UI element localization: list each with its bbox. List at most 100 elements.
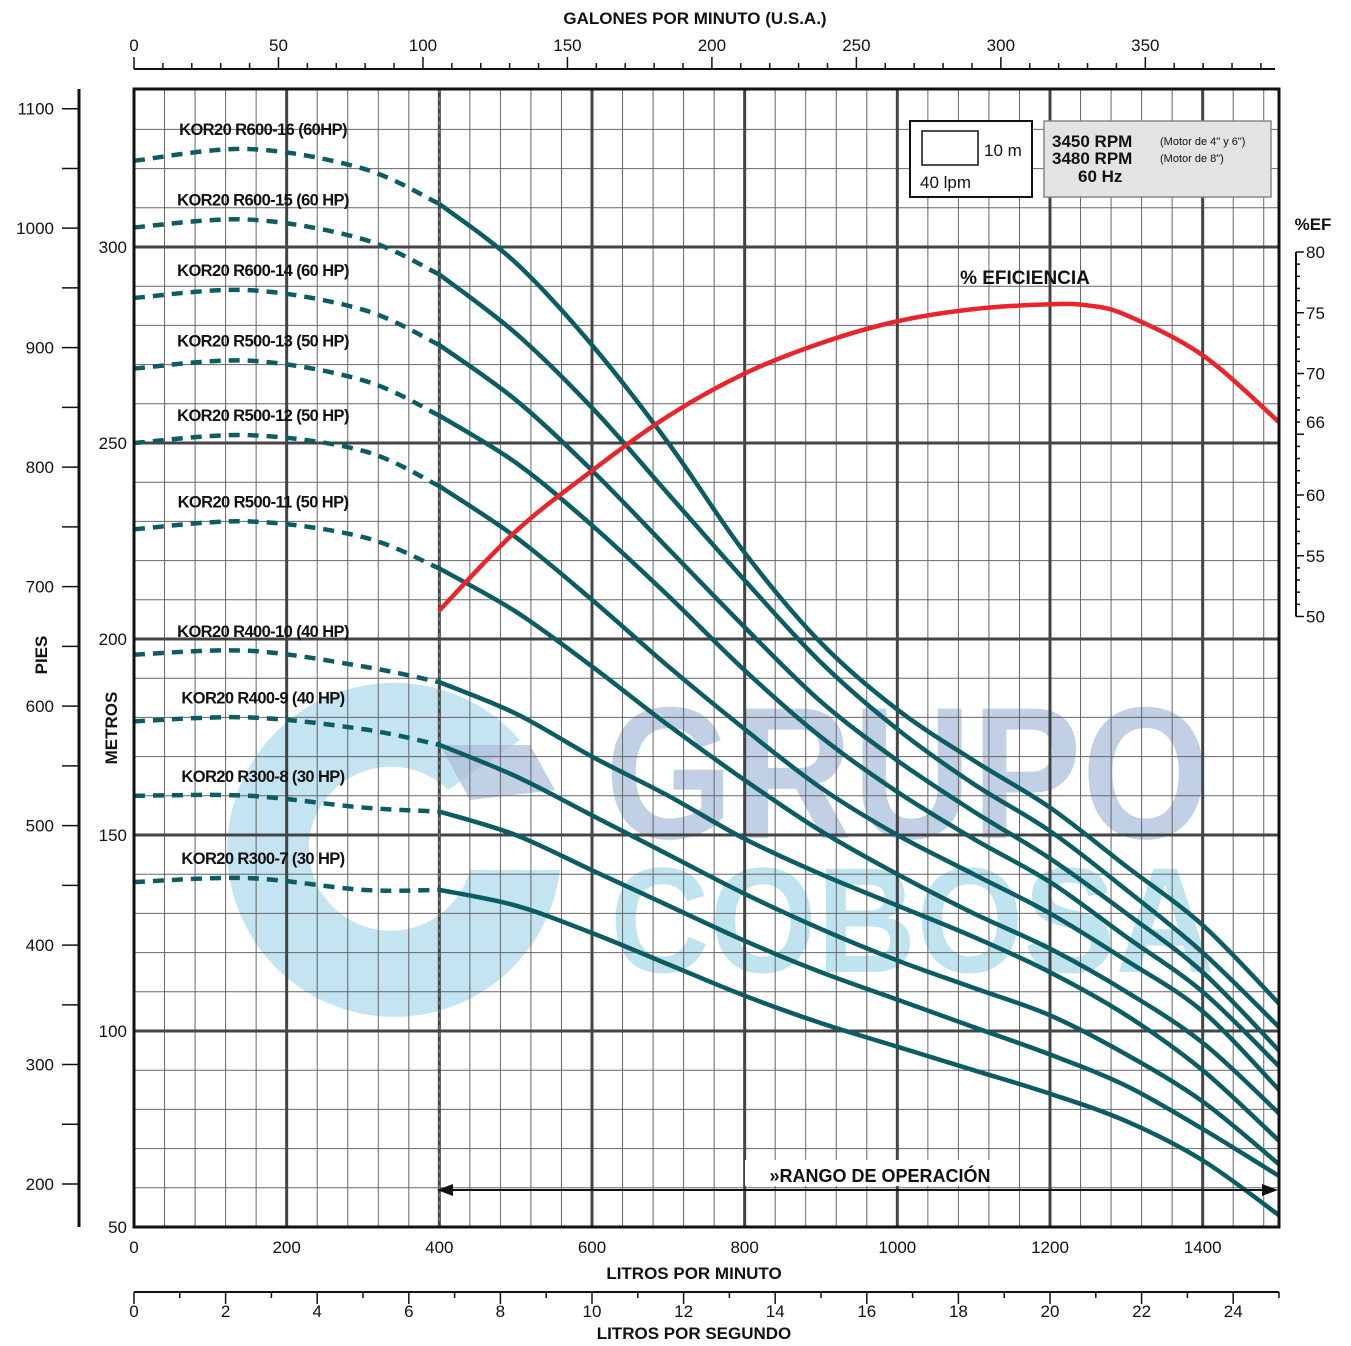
meters-tick-label: 200 bbox=[99, 630, 127, 649]
rpm-secondary: 3480 RPM bbox=[1052, 149, 1132, 168]
frequency-label: 60 Hz bbox=[1078, 167, 1122, 186]
lpm-tick-label: 800 bbox=[730, 1238, 758, 1257]
watermark-logo: GRUPO COBOSA bbox=[227, 668, 1215, 1017]
efficiency-tick-label: 66 bbox=[1306, 413, 1325, 432]
pump-curve-dashed-7 bbox=[133, 714, 440, 748]
pump-curve-dashed-3 bbox=[133, 358, 441, 418]
pump-curve-solid-4 bbox=[438, 484, 1281, 1092]
pump-curve-label: KOR20 R500-12 (50 HP) bbox=[177, 407, 349, 425]
gpm-tick-label: 250 bbox=[842, 36, 870, 55]
feet-tick-label: 200 bbox=[26, 1175, 54, 1194]
gpm-tick-label: 150 bbox=[553, 36, 581, 55]
pump-curve-dashed-4 bbox=[133, 432, 441, 489]
pump-curve-label: KOR20 R400-10 (40 HP) bbox=[177, 623, 349, 641]
meters-tick-label: 50 bbox=[108, 1218, 127, 1237]
lps-tick-label: 24 bbox=[1224, 1302, 1243, 1321]
feet-tick-label: 1000 bbox=[16, 219, 54, 238]
lps-tick-label: 10 bbox=[583, 1302, 602, 1321]
efficiency-curve-label: % EFICIENCIA bbox=[960, 268, 1090, 289]
pump-curve-label: KOR20 R600-16 (60HP) bbox=[179, 121, 347, 139]
pump-curve-label: KOR20 R300-8 (30 HP) bbox=[181, 768, 344, 786]
lps-tick-label: 22 bbox=[1132, 1302, 1151, 1321]
pump-curve-label: KOR20 R600-15 (60 HP) bbox=[177, 192, 349, 210]
efficiency-tick-label: 50 bbox=[1306, 608, 1325, 627]
meters-tick-label: 150 bbox=[99, 826, 127, 845]
lpm-tick-label: 600 bbox=[578, 1238, 606, 1257]
pump-curve-dashed-8 bbox=[133, 792, 440, 814]
operating-range-indicator: »RANGO DE OPERACIÓN bbox=[437, 1160, 1278, 1196]
lps-tick-label: 2 bbox=[221, 1302, 230, 1321]
gpm-tick-label: 350 bbox=[1131, 36, 1159, 55]
meters-tick-label: 250 bbox=[99, 434, 127, 453]
feet-tick-label: 300 bbox=[26, 1056, 54, 1075]
pump-curve-solid-3 bbox=[438, 413, 1281, 1068]
lpm-tick-label: 1000 bbox=[878, 1238, 916, 1257]
feet-tick-label: 1100 bbox=[17, 100, 54, 119]
feet-tick-label: 900 bbox=[26, 339, 54, 358]
pump-curve-label: KOR20 R400-9 (40 HP) bbox=[181, 689, 344, 707]
lps-tick-label: 12 bbox=[674, 1302, 693, 1321]
pump-curve-solid-5 bbox=[438, 566, 1281, 1115]
arrow-head-right bbox=[1262, 1184, 1278, 1196]
lpm-axis-title: LITROS POR MINUTO bbox=[606, 1264, 781, 1283]
gpm-tick-label: 0 bbox=[129, 36, 138, 55]
efficiency-tick-label: 75 bbox=[1306, 304, 1325, 323]
rpm-primary-note: (Motor de 4" y 6") bbox=[1160, 136, 1245, 148]
lps-tick-label: 18 bbox=[949, 1302, 968, 1321]
pump-curve-dashed-1 bbox=[133, 217, 441, 277]
feet-tick-label: 600 bbox=[26, 697, 54, 716]
lps-tick-label: 0 bbox=[129, 1302, 138, 1321]
efficiency-tick-label: 70 bbox=[1306, 365, 1325, 384]
feet-axis-title: PIES bbox=[32, 636, 51, 675]
lps-tick-label: 6 bbox=[404, 1302, 413, 1321]
pump-curve-solid-2 bbox=[438, 343, 1281, 1053]
pump-curve-label: KOR20 R500-13 (50 HP) bbox=[177, 333, 349, 351]
lps-tick-label: 8 bbox=[496, 1302, 505, 1321]
efficiency-curve bbox=[437, 301, 1281, 612]
lpm-tick-label: 1200 bbox=[1031, 1238, 1069, 1257]
arrow-head-left bbox=[437, 1184, 453, 1196]
pump-curve-solid-6 bbox=[438, 680, 1281, 1143]
feet-tick-label: 500 bbox=[26, 817, 54, 836]
pump-curve-dashed-2 bbox=[133, 287, 441, 348]
pump-curve-dashed-9 bbox=[133, 875, 440, 894]
pump-curve-dashed-6 bbox=[133, 648, 440, 685]
meters-axis-title: METROS bbox=[102, 692, 121, 765]
efficiency-axis-title: %EF bbox=[1295, 215, 1332, 234]
rpm-primary: 3450 RPM bbox=[1052, 132, 1132, 151]
lpm-tick-label: 200 bbox=[272, 1238, 300, 1257]
efficiency-tick-label: 60 bbox=[1306, 486, 1325, 505]
gpm-tick-label: 100 bbox=[409, 36, 437, 55]
watermark-line2: COBOSA bbox=[610, 836, 1215, 1004]
pump-curve-dashed-5 bbox=[133, 519, 441, 571]
pump-curve-solid-8 bbox=[438, 809, 1281, 1178]
lpm-tick-label: 1400 bbox=[1184, 1238, 1222, 1257]
pump-curve-label: KOR20 R300-7 (30 HP) bbox=[181, 850, 344, 868]
feet-tick-label: 800 bbox=[26, 458, 54, 477]
lpm-tick-label: 0 bbox=[129, 1238, 138, 1257]
scale-legend-box: 10 m 40 lpm bbox=[909, 120, 1033, 198]
pump-curve-dashed-0 bbox=[133, 146, 441, 206]
meters-tick-label: 100 bbox=[99, 1022, 127, 1041]
pump-curve-solid-0 bbox=[437, 202, 1281, 1006]
efficiency-tick-label: 80 bbox=[1306, 243, 1325, 262]
feet-tick-label: 400 bbox=[26, 936, 54, 955]
pump-curve-solid-7 bbox=[438, 742, 1281, 1167]
efficiency-curve-group bbox=[437, 301, 1281, 612]
gpm-tick-label: 200 bbox=[698, 36, 726, 55]
pump-curve-label: KOR20 R500-11 (50 HP) bbox=[178, 493, 349, 511]
plot-frame bbox=[132, 87, 1281, 1229]
pump-curves: KOR20 R600-16 (60HP) KOR20 R600-15 (60 HP… bbox=[133, 121, 1281, 1218]
rpm-secondary-note: (Motor de 8") bbox=[1160, 153, 1224, 165]
rpm-info-box: 3450 RPM (Motor de 4" y 6") 3480 RPM (Mo… bbox=[1043, 120, 1272, 198]
scale-lpm-label: 40 lpm bbox=[920, 173, 971, 192]
lps-tick-label: 14 bbox=[766, 1302, 785, 1321]
lps-axis-title: LITROS POR SEGUNDO bbox=[597, 1324, 792, 1343]
gpm-tick-label: 50 bbox=[269, 36, 288, 55]
pump-curve-solid-1 bbox=[437, 272, 1281, 1029]
operating-range-label: »RANGO DE OPERACIÓN bbox=[769, 1165, 990, 1186]
lps-tick-label: 4 bbox=[312, 1302, 321, 1321]
scale-meters-label: 10 m bbox=[984, 141, 1022, 160]
top-axis-title: GALONES POR MINUTO (U.S.A.) bbox=[563, 9, 826, 28]
